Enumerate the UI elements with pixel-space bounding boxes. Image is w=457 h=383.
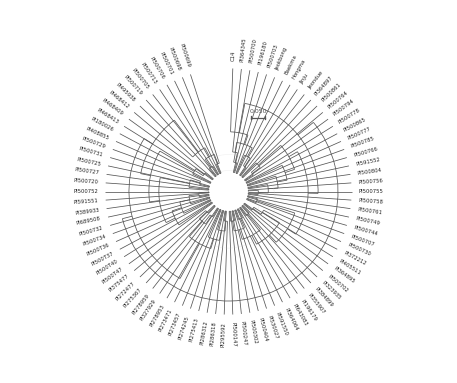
Text: PI500777: PI500777 — [347, 126, 372, 141]
Text: PI196179: PI196179 — [299, 298, 318, 322]
Text: PI500706: PI500706 — [149, 56, 165, 80]
Text: PI364064: PI364064 — [283, 308, 299, 332]
Text: PI500766: PI500766 — [353, 146, 378, 158]
Text: PI323935: PI323935 — [321, 280, 342, 301]
Text: PI364345: PI364345 — [239, 37, 247, 62]
Text: PI500761: PI500761 — [357, 207, 383, 216]
Text: PI689508: PI689508 — [76, 216, 101, 226]
Text: PI500764: PI500764 — [327, 90, 349, 110]
Text: PI468413: PI468413 — [96, 107, 119, 124]
Text: PI591550: PI591550 — [275, 311, 289, 337]
Text: PI274245: PI274245 — [178, 315, 191, 340]
Text: PI372212: PI372212 — [343, 250, 367, 267]
Text: PI500719: PI500719 — [122, 74, 143, 96]
Text: PI375477: PI375477 — [108, 273, 130, 293]
Text: PI275413: PI275413 — [189, 318, 199, 343]
Text: PI643083: PI643083 — [292, 303, 308, 327]
Text: PI500703: PI500703 — [266, 43, 279, 68]
Text: PI500758: PI500758 — [358, 198, 384, 205]
Text: PI295592: PI295592 — [221, 322, 227, 347]
Text: PI286312: PI286312 — [199, 319, 208, 345]
Text: PI196180: PI196180 — [258, 40, 269, 65]
Text: PI272477: PI272477 — [115, 280, 136, 301]
Text: PI500744: PI500744 — [353, 225, 378, 237]
Text: PI500T37: PI500T37 — [90, 250, 114, 267]
Text: PI500785: PI500785 — [350, 136, 375, 149]
Text: PI500699: PI500699 — [178, 43, 191, 68]
Text: PI500713: PI500713 — [140, 61, 158, 85]
Text: PI408855: PI408855 — [85, 126, 110, 141]
Text: PI500147: PI500147 — [230, 322, 236, 347]
Text: PI495938: PI495938 — [115, 82, 136, 103]
Text: Jeondue: Jeondue — [307, 70, 324, 90]
Text: PI384899: PI384899 — [314, 287, 334, 309]
Text: PI591551: PI591551 — [73, 198, 99, 205]
Text: PI530027: PI530027 — [266, 315, 279, 340]
Text: Jeokbong: Jeokbong — [275, 47, 289, 72]
Text: PI500725: PI500725 — [76, 157, 101, 167]
Text: PI364897: PI364897 — [314, 74, 334, 96]
Text: PI500756: PI500756 — [358, 178, 384, 185]
Text: PI500707: PI500707 — [350, 234, 375, 247]
Text: PI500727: PI500727 — [74, 167, 100, 176]
Text: PI468409: PI468409 — [101, 98, 124, 117]
Text: PI500755: PI500755 — [359, 189, 384, 194]
Text: C14: C14 — [230, 51, 236, 61]
Text: PI389933: PI389933 — [74, 207, 100, 216]
Text: Baekma: Baekma — [283, 54, 298, 75]
Text: PI500302: PI500302 — [249, 319, 258, 345]
Text: PI500861: PI500861 — [321, 82, 342, 103]
Text: PI500700: PI500700 — [249, 38, 258, 64]
Text: PI278959: PI278959 — [131, 293, 150, 316]
Text: PI500698: PI500698 — [168, 46, 182, 72]
Text: PI273457: PI273457 — [168, 311, 182, 336]
Text: PI500804: PI500804 — [357, 167, 383, 176]
Text: PI364895: PI364895 — [333, 266, 356, 285]
Text: Hongma: Hongma — [292, 58, 307, 80]
Text: PI275367: PI275367 — [123, 287, 143, 309]
Text: PI278953: PI278953 — [149, 303, 165, 327]
Text: PI500778: PI500778 — [338, 107, 361, 124]
Text: PI500752: PI500752 — [73, 189, 98, 194]
Text: PI500404: PI500404 — [258, 318, 269, 343]
Text: PI500702: PI500702 — [327, 273, 349, 293]
Text: Jinju: Jinju — [299, 73, 310, 85]
Text: PI500247: PI500247 — [239, 321, 247, 346]
Text: PI591552: PI591552 — [356, 157, 381, 167]
Text: PI405511: PI405511 — [338, 259, 361, 276]
Text: PI500729: PI500729 — [82, 136, 107, 149]
Text: PI500720: PI500720 — [73, 178, 99, 185]
Text: PI500T47: PI500T47 — [101, 266, 124, 285]
Text: PI500T36: PI500T36 — [86, 242, 110, 257]
Text: PI500705: PI500705 — [131, 67, 150, 90]
Text: PI500865: PI500865 — [343, 116, 367, 133]
Text: PI355907: PI355907 — [307, 293, 326, 315]
Text: PI500701: PI500701 — [158, 51, 174, 75]
Text: PI500730: PI500730 — [347, 242, 372, 257]
Text: PI273471: PI273471 — [158, 308, 174, 332]
Text: PI500731: PI500731 — [79, 146, 104, 158]
Text: PI468412: PI468412 — [108, 90, 130, 110]
Text: PI500732: PI500732 — [79, 225, 104, 237]
Text: PI500794: PI500794 — [333, 98, 356, 117]
Text: PI327929: PI327929 — [140, 298, 158, 322]
Text: PI286318: PI286318 — [210, 321, 218, 346]
Text: PI500T40: PI500T40 — [96, 259, 119, 276]
Text: PI180026: PI180026 — [90, 116, 114, 133]
Text: PI500749: PI500749 — [356, 216, 381, 226]
Text: 0.050: 0.050 — [250, 109, 267, 114]
Text: PI500734: PI500734 — [82, 234, 107, 247]
